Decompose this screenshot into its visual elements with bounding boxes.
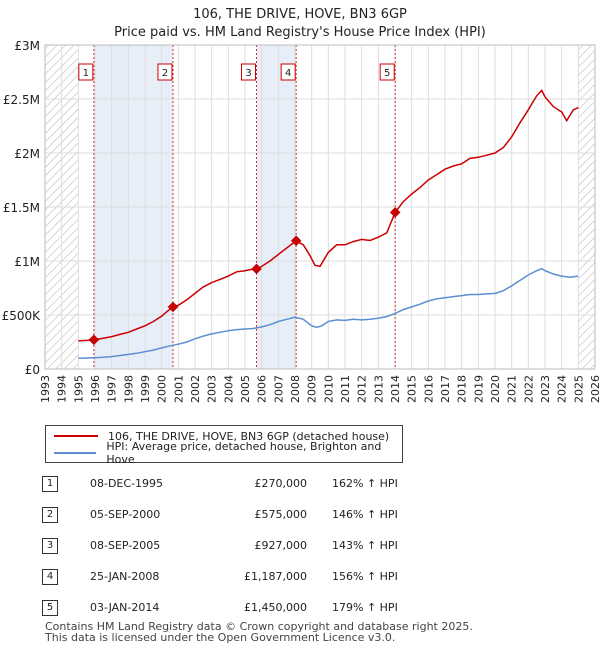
chart-title: 106, THE DRIVE, HOVE, BN3 6GP Price paid… bbox=[0, 6, 600, 42]
legend-swatch-property bbox=[54, 435, 98, 437]
sales-table-row: 3 08-SEP-2005 £927,000 143% ↑ HPI bbox=[42, 536, 542, 556]
x-tick-label: 1998 bbox=[122, 375, 135, 403]
sales-table-row: 2 05-SEP-2000 £575,000 146% ↑ HPI bbox=[42, 505, 542, 525]
x-tick-label: 2011 bbox=[339, 375, 352, 403]
sale-marker-box bbox=[157, 63, 173, 81]
chart-title-line2: Price paid vs. HM Land Registry's House … bbox=[114, 25, 486, 40]
sale-price: £927,000 bbox=[254, 539, 308, 552]
sale-point bbox=[290, 235, 302, 247]
x-tick-label: 1994 bbox=[56, 375, 69, 403]
x-tick-label: 1997 bbox=[106, 375, 119, 403]
sale-number-badge: 2 bbox=[42, 507, 58, 523]
x-tick-label: 2006 bbox=[256, 375, 269, 403]
sale-hpi-change: 162% ↑ HPI bbox=[332, 477, 398, 490]
sale-marker-box bbox=[241, 63, 256, 81]
sale-date: 05-SEP-2000 bbox=[90, 508, 161, 521]
x-tick-label: 2002 bbox=[189, 375, 202, 403]
x-tick-label: 1993 bbox=[39, 375, 52, 403]
sale-point bbox=[88, 334, 100, 346]
x-tick-label: 2009 bbox=[306, 375, 319, 403]
sale-marker-label: 2 bbox=[162, 68, 168, 79]
sale-hpi-change: 143% ↑ HPI bbox=[332, 539, 398, 552]
y-tick-label: £2M bbox=[14, 147, 40, 161]
sale-marker-label: 3 bbox=[245, 68, 251, 79]
sale-date: 08-SEP-2005 bbox=[90, 539, 161, 552]
legend-item-property: 106, THE DRIVE, HOVE, BN3 6GP (detached … bbox=[54, 428, 389, 444]
sale-point bbox=[251, 263, 262, 275]
sale-hpi-change: 179% ↑ HPI bbox=[332, 601, 398, 614]
sale-marker-box bbox=[280, 63, 296, 81]
sale-marker-box bbox=[379, 63, 395, 81]
chart-title-line1: 106, THE DRIVE, HOVE, BN3 6GP bbox=[193, 7, 407, 22]
y-tick-label: £0 bbox=[25, 363, 40, 377]
sales-table-row: 5 03-JAN-2014 £1,450,000 179% ↑ HPI bbox=[42, 598, 542, 618]
x-tick-label: 1996 bbox=[89, 375, 102, 403]
x-tick-label: 2001 bbox=[172, 375, 185, 403]
sale-price: £575,000 bbox=[254, 508, 308, 521]
hpi-line bbox=[78, 267, 579, 359]
sale-marker-label: 5 bbox=[384, 68, 390, 79]
sale-marker-label: 1 bbox=[83, 68, 89, 79]
x-tick-label: 2025 bbox=[572, 375, 585, 403]
x-tick-label: 2024 bbox=[556, 375, 569, 403]
x-tick-label: 2015 bbox=[406, 375, 419, 403]
x-tick-label: 2014 bbox=[389, 375, 402, 403]
sale-point bbox=[167, 301, 179, 313]
x-tick-label: 2008 bbox=[289, 375, 302, 403]
sale-hpi-change: 156% ↑ HPI bbox=[332, 570, 398, 583]
sale-price: £1,187,000 bbox=[244, 570, 307, 583]
footer-line2: This data is licensed under the Open Gov… bbox=[45, 631, 396, 644]
x-tick-label: 2021 bbox=[506, 375, 519, 403]
plot-frame bbox=[44, 44, 596, 370]
x-tick-label: 2000 bbox=[156, 375, 169, 403]
sale-price: £270,000 bbox=[254, 477, 308, 490]
x-tick-label: 2022 bbox=[522, 375, 535, 403]
sale-date: 08-DEC-1995 bbox=[90, 477, 164, 490]
x-tick-label: 2013 bbox=[372, 375, 385, 403]
legend-label-hpi: HPI: Average price, detached house, Brig… bbox=[106, 440, 382, 466]
x-tick-label: 2005 bbox=[239, 375, 252, 403]
sale-date: 03-JAN-2014 bbox=[90, 601, 160, 614]
x-tick-label: 2017 bbox=[439, 375, 452, 403]
x-tick-label: 2019 bbox=[472, 375, 485, 403]
sale-number-badge: 4 bbox=[42, 569, 58, 585]
x-tick-label: 1999 bbox=[139, 375, 152, 403]
legend: 106, THE DRIVE, HOVE, BN3 6GP (detached … bbox=[45, 425, 403, 466]
sales-table-row: 4 25-JAN-2008 £1,187,000 156% ↑ HPI bbox=[42, 567, 542, 587]
y-tick-label: £2.5M bbox=[3, 93, 40, 107]
legend-label-property: 106, THE DRIVE, HOVE, BN3 6GP (detached … bbox=[108, 429, 390, 443]
x-tick-label: 2004 bbox=[222, 375, 235, 403]
x-tick-label: 2010 bbox=[322, 375, 335, 403]
y-tick-label: £1M bbox=[14, 255, 40, 269]
x-tick-label: 2003 bbox=[206, 375, 219, 403]
sale-price: £1,450,000 bbox=[244, 601, 307, 614]
x-tick-label: 2012 bbox=[356, 375, 369, 403]
x-tick-label: 2020 bbox=[489, 375, 502, 403]
legend-swatch-hpi bbox=[54, 452, 97, 454]
sale-number-badge: 1 bbox=[42, 476, 58, 492]
legend-item-hpi: HPI: Average price, detached house, Brig… bbox=[54, 440, 402, 466]
x-tick-label: 1995 bbox=[72, 375, 85, 403]
footer-line1: Contains HM Land Registry data © Crown c… bbox=[45, 620, 473, 633]
sale-point bbox=[389, 207, 401, 218]
sale-marker-box bbox=[78, 63, 94, 81]
y-tick-label: £1.5M bbox=[3, 201, 40, 215]
sale-number-badge: 3 bbox=[42, 538, 58, 554]
x-tick-label: 2007 bbox=[272, 375, 285, 403]
y-tick-label: £3M bbox=[14, 39, 40, 53]
sale-marker-label: 4 bbox=[285, 68, 291, 79]
x-tick-label: 2026 bbox=[589, 375, 600, 403]
property-price-line bbox=[78, 89, 579, 342]
sale-number-badge: 5 bbox=[42, 600, 58, 616]
footer-notice: Contains HM Land Registry data © Crown c… bbox=[45, 621, 473, 643]
x-tick-label: 2016 bbox=[422, 375, 435, 403]
x-tick-label: 2018 bbox=[456, 375, 469, 403]
x-tick-label: 2023 bbox=[539, 375, 552, 403]
sale-date: 25-JAN-2008 bbox=[90, 570, 160, 583]
sale-hpi-change: 146% ↑ HPI bbox=[332, 508, 398, 521]
y-tick-label: £500K bbox=[2, 309, 42, 323]
sales-table-row: 1 08-DEC-1995 £270,000 162% ↑ HPI bbox=[42, 474, 542, 494]
